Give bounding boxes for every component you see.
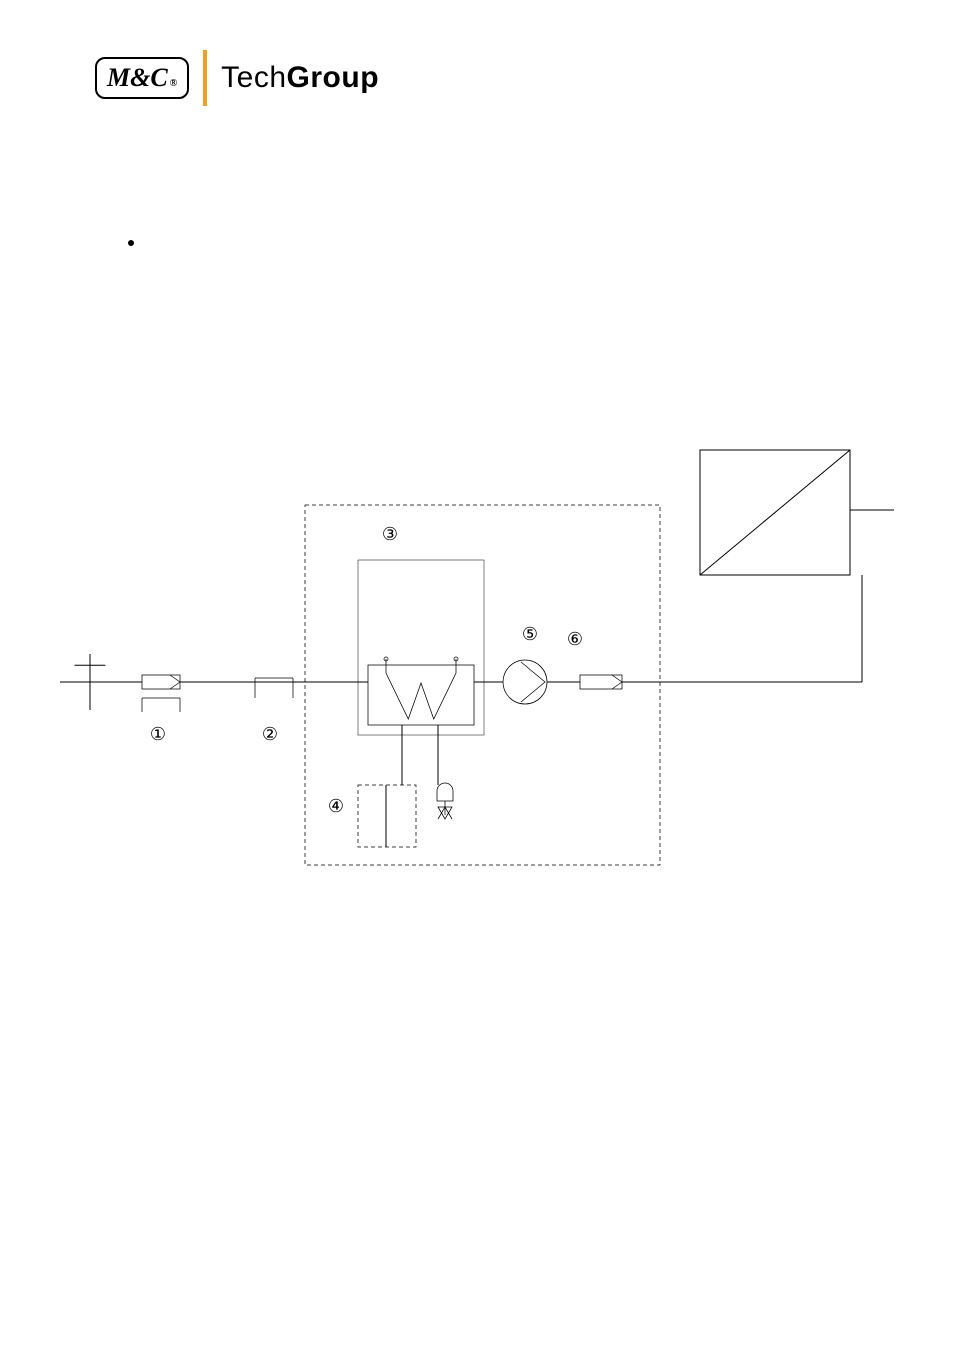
diagram-svg: ① ② ③ ④ ⑤ ⑥ — [60, 440, 894, 880]
logo-mark: M&C ® — [95, 57, 189, 99]
diagram-label-n1: ① — [150, 724, 166, 744]
diagram-label-n4: ④ — [328, 796, 344, 816]
diagram-label-n3: ③ — [382, 524, 398, 544]
logo-mark-text: M&C — [107, 63, 168, 93]
diagram-label-n2: ② — [262, 724, 278, 744]
diagram-label-n5: ⑤ — [522, 624, 538, 644]
logo-word-bold: Group — [287, 61, 380, 94]
diagram-label-n6: ⑥ — [567, 629, 583, 649]
bullet-dot-icon — [128, 240, 134, 246]
logo-word-light: Tech — [221, 61, 286, 94]
logo-divider — [203, 50, 207, 106]
process-diagram: ① ② ③ ④ ⑤ ⑥ — [60, 440, 894, 880]
logo-registered: ® — [170, 78, 177, 89]
brand-logo: M&C ® TechGroup — [95, 50, 379, 106]
bullet-item — [128, 240, 134, 246]
logo-wordmark: TechGroup — [221, 61, 379, 95]
